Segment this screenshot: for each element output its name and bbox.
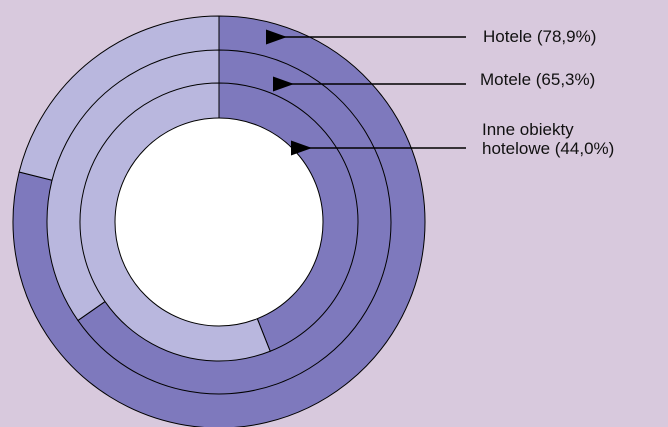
ring-label-inner: Inne obiekty hotelowe (44,0%) [482, 120, 615, 158]
ring-label-outer: Hotele (78,9%) [483, 27, 597, 46]
center-hole [114, 117, 324, 327]
ring-label-middle: Motele (65,3%) [480, 70, 596, 89]
